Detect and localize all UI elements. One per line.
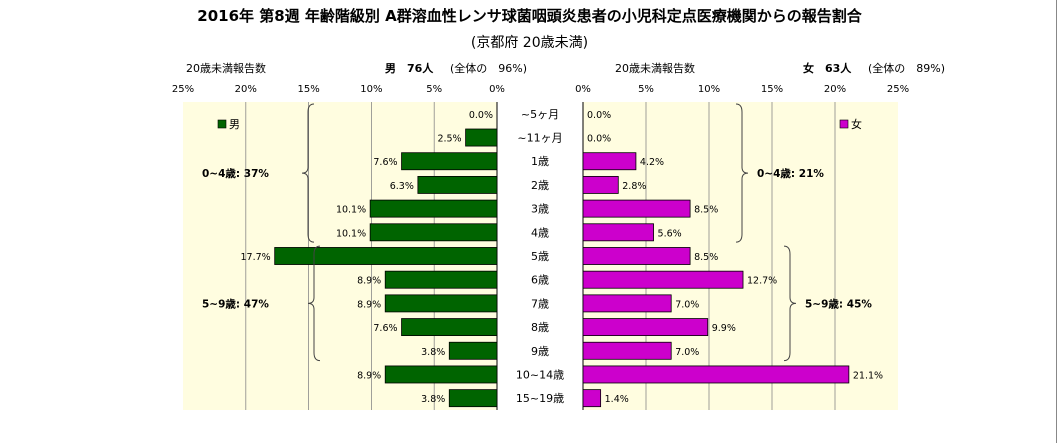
male-bar <box>384 294 498 313</box>
frame-edge <box>1056 0 1057 443</box>
female-data-label: 7.0% <box>675 299 699 310</box>
male-bar <box>448 341 498 360</box>
left-tick-label: 10% <box>360 84 382 95</box>
category-label: 9歳 <box>531 345 549 358</box>
male-data-label: 3.8% <box>421 347 445 358</box>
female-data-label: 5.6% <box>658 228 682 239</box>
left-tick-label: 5% <box>426 84 442 95</box>
right-bracket-0-4 <box>735 103 749 243</box>
female-legend-label: 女 <box>851 117 862 131</box>
female-data-label: 0.0% <box>587 134 611 145</box>
left-sex-count: 男 76人 <box>385 62 434 75</box>
category-label: 1歳 <box>531 155 549 168</box>
male-data-label: 7.6% <box>373 157 397 168</box>
female-bar <box>582 199 691 218</box>
female-data-label: 7.0% <box>675 347 699 358</box>
right-tick-label: 10% <box>698 84 720 95</box>
female-bar <box>582 294 672 313</box>
category-label: 8歳 <box>531 321 549 334</box>
right-tick-label: 25% <box>887 84 909 95</box>
right-tick-label: 20% <box>824 84 846 95</box>
male-data-label: 0.0% <box>469 110 493 121</box>
male-data-label: 8.9% <box>357 276 381 287</box>
category-label: ~5ヶ月 <box>521 108 559 121</box>
female-bar <box>582 365 850 384</box>
male-bar <box>384 270 498 289</box>
female-bar <box>582 152 637 171</box>
male-data-label: 10.1% <box>336 228 366 239</box>
category-label: 7歳 <box>531 297 549 310</box>
female-bar <box>582 223 654 242</box>
female-data-label: 2.8% <box>622 181 646 192</box>
category-label: 4歳 <box>531 226 549 239</box>
male-data-label: 2.5% <box>437 134 461 145</box>
left-bracket-label-5-9: 5~9歳: 47% <box>202 297 269 310</box>
male-data-label: 3.8% <box>421 394 445 405</box>
left-tick-label: 15% <box>297 84 319 95</box>
left-tick-label: 20% <box>235 84 257 95</box>
right-header-label: 20歳未満報告数 <box>615 62 695 75</box>
male-bar <box>401 318 498 337</box>
male-bar <box>448 389 498 408</box>
left-bracket-5-9 <box>307 245 321 362</box>
right-tick-label: 15% <box>761 84 783 95</box>
category-label: 15~19歳 <box>516 392 564 405</box>
male-data-label: 6.3% <box>390 181 414 192</box>
chart-subtitle: (京都府 20歳未満) <box>470 35 589 51</box>
right-tick-label: 5% <box>638 84 654 95</box>
left-header-label: 20歳未満報告数 <box>186 62 266 75</box>
male-data-label: 8.9% <box>357 370 381 381</box>
male-bar <box>369 199 498 218</box>
female-data-label: 8.5% <box>694 205 718 216</box>
category-label: 2歳 <box>531 179 549 192</box>
left-tick-label: 0% <box>489 84 505 95</box>
male-bar <box>401 152 498 171</box>
male-bar <box>417 175 498 194</box>
left-coverage: (全体の 96%) <box>450 62 528 75</box>
female-bar <box>582 341 672 360</box>
female-bar <box>582 270 744 289</box>
category-label: 6歳 <box>531 274 549 287</box>
female-data-label: 8.5% <box>694 252 718 263</box>
female-bar <box>582 247 691 265</box>
female-legend-swatch <box>839 119 849 129</box>
male-data-label: 7.6% <box>373 323 397 334</box>
category-label: ~11ヶ月 <box>517 132 562 145</box>
male-bar <box>384 365 498 384</box>
male-bar <box>274 247 498 265</box>
right-bracket-label-0-4: 0~4歳: 21% <box>757 167 824 180</box>
male-data-label: 17.7% <box>241 252 271 263</box>
male-data-label: 8.9% <box>357 299 381 310</box>
female-bar <box>582 175 619 194</box>
left-bracket-label-0-4: 0~4歳: 37% <box>202 167 269 180</box>
category-label: 3歳 <box>531 203 549 216</box>
female-data-label: 0.0% <box>587 110 611 121</box>
female-bar <box>582 389 602 408</box>
female-bar <box>582 318 709 337</box>
male-legend-label: 男 <box>229 118 240 131</box>
right-coverage: (全体の 89%) <box>868 62 946 75</box>
male-bar <box>465 128 498 147</box>
right-tick-label: 0% <box>575 84 591 95</box>
female-data-label: 1.4% <box>605 394 629 405</box>
category-label: 10~14歳 <box>516 368 564 381</box>
female-data-label: 9.9% <box>712 323 736 334</box>
right-bracket-label-5-9: 5~9歳: 45% <box>805 297 872 310</box>
male-data-label: 10.1% <box>336 205 366 216</box>
chart-title: 2016年 第8週 年齢階級別 A群溶血性レンサ球菌咽頭炎患者の小児科定点医療機… <box>197 7 862 25</box>
female-data-label: 12.7% <box>747 276 777 287</box>
category-label: 5歳 <box>531 250 549 263</box>
right-sex-count: 女 63人 <box>803 62 852 75</box>
male-legend-swatch <box>217 119 227 129</box>
male-bar <box>369 223 498 242</box>
female-data-label: 4.2% <box>640 157 664 168</box>
left-bracket-0-4 <box>301 103 315 243</box>
female-data-label: 21.1% <box>853 370 883 381</box>
right-bracket-5-9 <box>783 245 797 362</box>
left-tick-label: 25% <box>172 84 194 95</box>
